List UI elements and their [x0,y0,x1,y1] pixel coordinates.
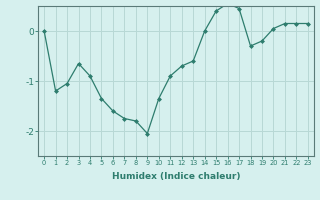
X-axis label: Humidex (Indice chaleur): Humidex (Indice chaleur) [112,172,240,181]
